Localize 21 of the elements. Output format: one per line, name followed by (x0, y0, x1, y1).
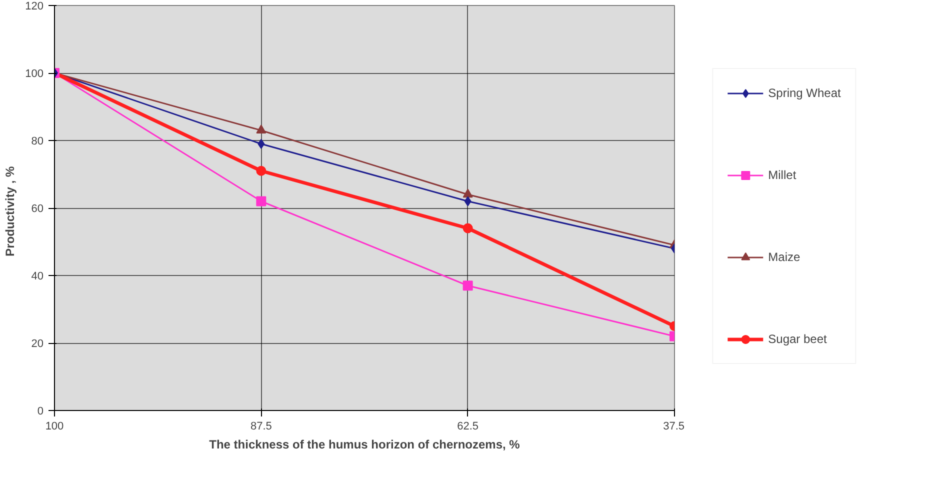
point (462, 188, 473, 198)
point (256, 124, 266, 134)
y-tick-label: 100 (25, 68, 44, 80)
x-tick-label: 62.5 (457, 420, 479, 432)
y-tick-label: 20 (31, 338, 44, 350)
point (256, 166, 266, 176)
x-tick-label: 87.5 (250, 420, 272, 432)
point (462, 223, 473, 234)
y-tick-label: 120 (25, 0, 44, 12)
x-tick-label: 100 (45, 420, 64, 432)
y-axis-title: Productivity , % (3, 166, 18, 256)
y-tick-label: 60 (31, 203, 44, 215)
legend-label: Millet (768, 168, 796, 182)
x-axis-title: The thickness of the humus horizon of chernozems, % (209, 438, 520, 452)
legend-label: Maize (768, 250, 800, 264)
legend-label: Spring Wheat (768, 86, 841, 100)
x-tick-label: 37.5 (663, 420, 685, 432)
y-tick-label: 80 (31, 136, 44, 148)
y-tick-label: 0 (37, 406, 44, 418)
y-tick-label: 40 (31, 270, 44, 282)
legend-label: Sugar beet (768, 332, 827, 346)
